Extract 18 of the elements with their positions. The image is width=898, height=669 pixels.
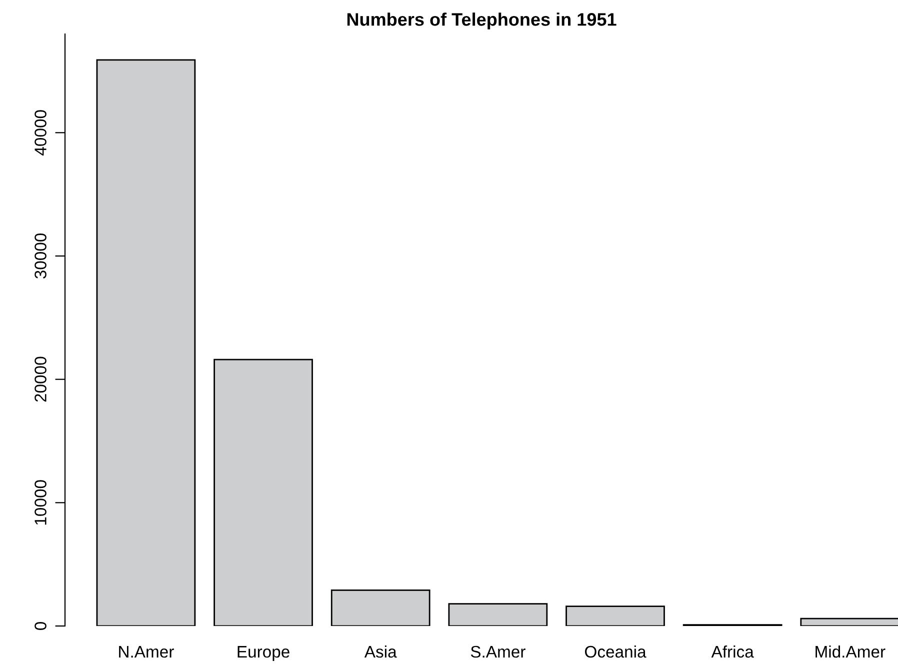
bar [96, 59, 196, 626]
bar [448, 603, 548, 626]
x-tick-label: N.Amer [119, 646, 174, 658]
x-tick-label: Europe [238, 646, 290, 661]
x-tick-label: S.Amer [470, 646, 526, 658]
y-tick-label: 0 [34, 622, 46, 630]
x-tick-label: Africa [711, 645, 754, 658]
y-tick-label: 20000 [34, 356, 46, 402]
chart-title: Numbers of Telephones in 1951 [347, 12, 616, 30]
x-tick-label: Mid.Amer [816, 645, 886, 658]
x-tick-label: Asia [364, 645, 397, 658]
bar [214, 358, 313, 626]
y-tick-label: 40000 [34, 110, 46, 156]
bar [330, 590, 430, 626]
y-tick-label: 10000 [34, 480, 46, 525]
y-tick-label: 30000 [34, 233, 46, 279]
bar [566, 606, 665, 626]
x-tick-label: Oceania [585, 645, 646, 658]
